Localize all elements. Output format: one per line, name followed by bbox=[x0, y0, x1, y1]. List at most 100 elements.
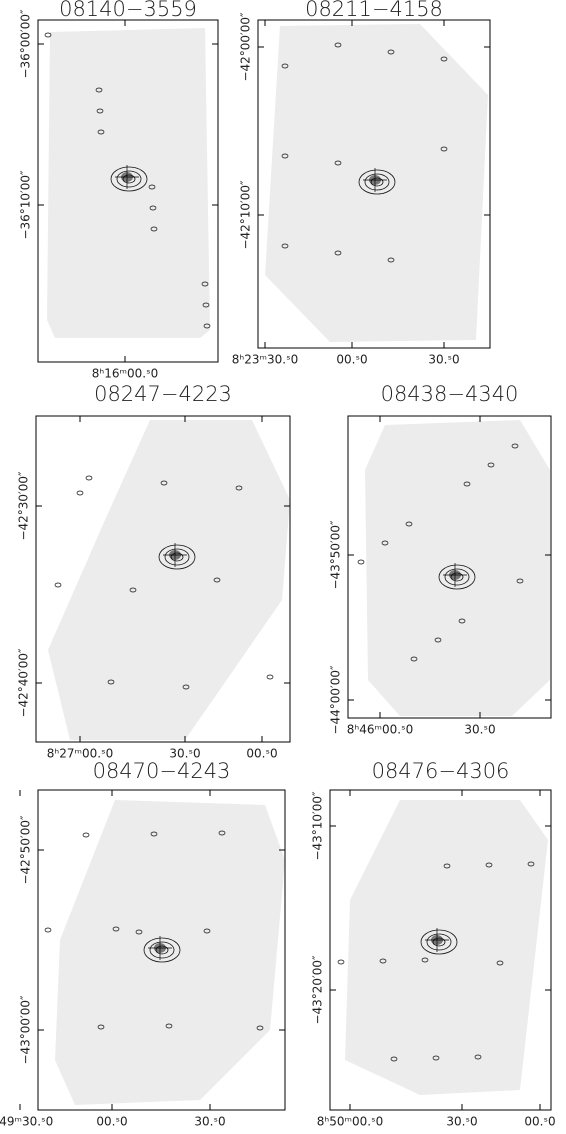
frame bbox=[257, 19, 491, 349]
frame bbox=[35, 415, 291, 743]
contour bbox=[358, 169, 396, 195]
noise-contour bbox=[44, 927, 52, 933]
contour bbox=[122, 174, 136, 184]
x-tick-label: 8ʰ27ᵐ00.ˢ0 bbox=[47, 747, 113, 761]
noise-contour bbox=[434, 637, 442, 643]
noise-contour bbox=[511, 443, 519, 449]
noise-contour bbox=[85, 475, 93, 481]
x-tick-label: 00.ˢ0 bbox=[524, 1115, 555, 1129]
noise-contour bbox=[235, 485, 243, 491]
noise-contour bbox=[440, 56, 448, 62]
y-tick-label: −42°10′00″ bbox=[239, 180, 253, 250]
panel-title: 08476−4306 bbox=[372, 759, 510, 783]
x-tick-label: 8ʰ23ᵐ30.ˢ0 bbox=[232, 353, 298, 367]
noise-contour bbox=[112, 926, 120, 932]
noise-contour bbox=[182, 684, 190, 690]
y-tick-label: −43°20′00″ bbox=[311, 955, 325, 1025]
y-tick-label: −36°00′00″ bbox=[19, 9, 33, 79]
noise-contour bbox=[421, 957, 429, 963]
sky-field bbox=[48, 420, 290, 740]
x-tick-label: 8ʰ49ᵐ30.ˢ0 bbox=[0, 1115, 53, 1129]
noise-contour bbox=[516, 578, 524, 584]
noise-contour bbox=[334, 160, 342, 166]
y-tick-label: −43°10′00″ bbox=[311, 791, 325, 861]
noise-contour bbox=[165, 1023, 173, 1029]
x-tick-label: 30.ˢ0 bbox=[428, 353, 459, 367]
noise-contour bbox=[97, 1024, 105, 1030]
noise-contour bbox=[474, 1054, 482, 1060]
noise-contour bbox=[357, 559, 365, 565]
noise-contour bbox=[381, 540, 389, 546]
panel: 08140−3559 −36°00′00″ −36°10′00″ 8ʰ16ᵐ00.ˢ0 bbox=[19, 0, 219, 381]
y-tick-label: −43°00′00″ bbox=[19, 995, 33, 1065]
noise-contour bbox=[149, 205, 157, 211]
contour bbox=[164, 548, 190, 566]
noise-contour bbox=[213, 577, 221, 583]
contour bbox=[450, 572, 464, 582]
noise-contour bbox=[76, 490, 84, 496]
noise-contour bbox=[443, 863, 451, 869]
x-tick-label: 00.ˢ0 bbox=[246, 747, 277, 761]
noise-contour bbox=[218, 830, 226, 836]
panel: 08247−4223 −42°30′00″ −42°40′00″ 8ʰ27ᵐ00.ˢ0… bbox=[17, 382, 291, 761]
noise-contour bbox=[201, 281, 209, 287]
x-tick-label: 8ʰ16ᵐ00.ˢ0 bbox=[92, 367, 158, 381]
panel-title: 08438−4340 bbox=[381, 382, 519, 406]
contour bbox=[158, 544, 196, 570]
sky-field bbox=[55, 800, 285, 1105]
x-tick-label: 30.ˢ0 bbox=[169, 747, 200, 761]
contour bbox=[370, 177, 384, 187]
sky-field bbox=[365, 420, 550, 716]
noise-contour bbox=[405, 521, 413, 527]
contour bbox=[149, 941, 175, 959]
contour bbox=[444, 568, 470, 586]
contour bbox=[438, 564, 476, 590]
panel-title: 08140−3559 bbox=[59, 0, 197, 21]
contour bbox=[432, 937, 446, 947]
x-tick-label: 00.ˢ0 bbox=[336, 353, 367, 367]
noise-contour bbox=[337, 959, 345, 965]
noise-contour bbox=[390, 1056, 398, 1062]
noise-contour bbox=[160, 480, 168, 486]
contour bbox=[420, 929, 458, 955]
contour bbox=[143, 937, 181, 963]
noise-contour bbox=[334, 250, 342, 256]
noise-contour bbox=[463, 481, 471, 487]
noise-contour bbox=[387, 257, 395, 263]
noise-contour bbox=[527, 861, 535, 867]
noise-contour bbox=[203, 928, 211, 934]
contour bbox=[110, 166, 148, 192]
noise-contour bbox=[82, 832, 90, 838]
x-tick-label: 8ʰ46ᵐ00.ˢ0 bbox=[347, 723, 413, 737]
noise-contour bbox=[97, 129, 105, 135]
y-tick-label: −42°40′00″ bbox=[17, 648, 31, 718]
x-tick-label: 30.ˢ0 bbox=[464, 723, 495, 737]
noise-contour bbox=[410, 656, 418, 662]
y-tick-label: −42°50′00″ bbox=[19, 815, 33, 885]
panel: 08211−4158 −42°00′00″ −42°10′00″ 8ʰ23ᵐ30.ˢ0… bbox=[232, 0, 491, 367]
noise-contour bbox=[203, 323, 211, 329]
noise-contour bbox=[148, 184, 156, 190]
contour bbox=[155, 945, 169, 955]
noise-contour bbox=[432, 1055, 440, 1061]
frame bbox=[37, 19, 219, 363]
noise-contour bbox=[281, 243, 289, 249]
noise-contour bbox=[485, 862, 493, 868]
noise-contour bbox=[281, 153, 289, 159]
noise-contour bbox=[440, 146, 448, 152]
panel: 08438−4340 −43°50′00″ −44°00′00″ 8ʰ46ᵐ00.ˢ0… bbox=[329, 382, 552, 737]
panel-title: 08470−4243 bbox=[93, 759, 231, 783]
noise-contour bbox=[487, 462, 495, 468]
x-tick-label: 8ʰ50ᵐ00.ˢ0 bbox=[317, 1115, 383, 1129]
noise-contour bbox=[266, 674, 274, 680]
noise-contour bbox=[387, 49, 395, 55]
noise-contour bbox=[150, 831, 158, 837]
noise-contour bbox=[496, 960, 504, 966]
panel-title: 08211−4158 bbox=[305, 0, 443, 21]
contour bbox=[426, 933, 452, 951]
noise-contour bbox=[95, 87, 103, 93]
noise-contour bbox=[150, 226, 158, 232]
panel-title: 08247−4223 bbox=[94, 382, 232, 406]
x-tick-label: 30.ˢ0 bbox=[446, 1115, 477, 1129]
